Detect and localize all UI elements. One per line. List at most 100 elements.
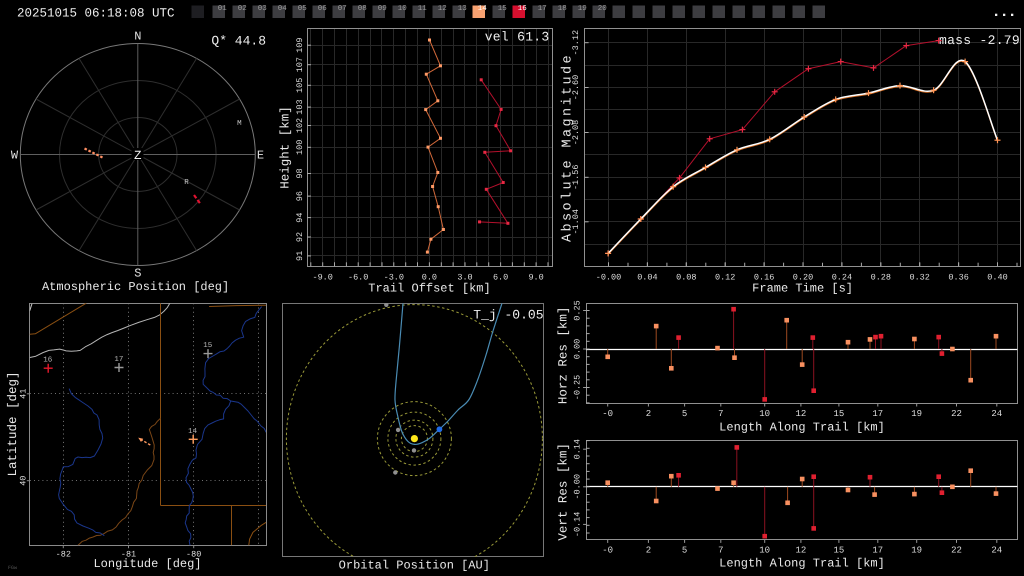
svg-text:Horz Res [km]: Horz Res [km] <box>557 307 571 405</box>
svg-text:92: 92 <box>295 232 305 242</box>
svg-text:16: 16 <box>518 4 528 13</box>
svg-text:-0: -0 <box>602 409 613 419</box>
svg-text:96: 96 <box>295 191 305 201</box>
svg-text:05: 05 <box>298 4 308 13</box>
svg-text:0.08: 0.08 <box>676 273 696 283</box>
svg-text:12: 12 <box>795 409 806 419</box>
svg-text:13: 13 <box>458 4 468 13</box>
svg-text:Longitude [deg]: Longitude [deg] <box>93 557 201 571</box>
svg-text:0.36: 0.36 <box>948 273 968 283</box>
svg-text:0.16: 0.16 <box>754 273 774 283</box>
svg-text:18: 18 <box>558 4 567 13</box>
svg-text:11: 11 <box>418 5 428 13</box>
svg-text:vel 61.3: vel 61.3 <box>485 30 550 45</box>
svg-text:Z: Z <box>134 149 142 163</box>
svg-text:-9.0: -9.0 <box>312 273 332 283</box>
svg-text:-6.0: -6.0 <box>348 273 368 283</box>
svg-text:20251015 06:18:08 UTC: 20251015 06:18:08 UTC <box>17 7 175 21</box>
svg-text:-0.00: -0.00 <box>596 273 622 283</box>
svg-text:14: 14 <box>188 428 198 436</box>
svg-text:-80: -80 <box>186 550 201 560</box>
svg-text:10: 10 <box>398 4 408 13</box>
svg-text:06: 06 <box>318 4 328 13</box>
svg-text:41: 41 <box>18 389 28 399</box>
svg-text:-3.12: -3.12 <box>571 30 581 56</box>
svg-text:22: 22 <box>951 409 962 419</box>
svg-text:0.28: 0.28 <box>871 273 891 283</box>
svg-text:15: 15 <box>203 342 213 350</box>
svg-text:109: 109 <box>295 38 305 53</box>
svg-text:Q* 44.8: Q* 44.8 <box>211 34 266 49</box>
svg-text:0.24: 0.24 <box>832 273 852 283</box>
svg-text:-0.00: -0.00 <box>573 474 583 500</box>
svg-text:17: 17 <box>872 409 883 419</box>
svg-text:15: 15 <box>498 5 508 13</box>
svg-text:09: 09 <box>378 4 387 13</box>
svg-text:T_j -0.05: T_j -0.05 <box>473 308 543 323</box>
svg-text:-2.60: -2.60 <box>571 75 581 101</box>
svg-text:16: 16 <box>43 356 53 365</box>
svg-text:Frame Time [s]: Frame Time [s] <box>752 282 853 296</box>
svg-text:14: 14 <box>478 5 488 13</box>
svg-text:N: N <box>134 30 141 44</box>
svg-text:19: 19 <box>578 4 587 13</box>
svg-text:10: 10 <box>759 545 770 555</box>
svg-text:Vert Res [km]: Vert Res [km] <box>557 443 571 541</box>
svg-text:03: 03 <box>258 4 268 13</box>
svg-text:7: 7 <box>718 545 723 555</box>
svg-text:04: 04 <box>278 4 288 13</box>
svg-text:Latitude [deg]: Latitude [deg] <box>6 371 20 476</box>
svg-text:Length Along Trail [km]: Length Along Trail [km] <box>719 557 885 571</box>
svg-text:0.14: 0.14 <box>573 439 583 459</box>
svg-text:S: S <box>134 267 141 281</box>
svg-text:7: 7 <box>718 409 723 419</box>
svg-text:100: 100 <box>295 140 305 155</box>
svg-text:94: 94 <box>295 212 305 222</box>
svg-text:15: 15 <box>833 545 844 555</box>
svg-text:9.0: 9.0 <box>528 273 543 283</box>
svg-text:10: 10 <box>759 409 770 419</box>
svg-text:-3.0: -3.0 <box>384 273 404 283</box>
svg-text:08: 08 <box>358 4 367 13</box>
svg-text:0.0: 0.0 <box>422 273 437 283</box>
svg-text:0.00: 0.00 <box>573 339 583 359</box>
svg-text:0.25: 0.25 <box>573 300 583 320</box>
svg-text:12: 12 <box>438 4 447 13</box>
svg-text:17: 17 <box>538 5 547 13</box>
svg-text:0.40: 0.40 <box>987 273 1007 283</box>
svg-text:-2.08: -2.08 <box>571 120 581 146</box>
svg-text:0.12: 0.12 <box>715 273 735 283</box>
svg-text:07: 07 <box>338 4 347 13</box>
svg-text:02: 02 <box>238 4 247 13</box>
svg-text:-1.56: -1.56 <box>571 165 581 191</box>
svg-text:17: 17 <box>872 545 883 555</box>
svg-text:Height [km]: Height [km] <box>279 106 293 189</box>
svg-text:6.0: 6.0 <box>493 273 508 283</box>
svg-text:FGw: FGw <box>8 565 17 571</box>
svg-text:20: 20 <box>598 4 608 13</box>
svg-text:24: 24 <box>991 545 1002 555</box>
svg-text:22: 22 <box>951 545 962 555</box>
svg-text:3.0: 3.0 <box>457 273 472 283</box>
svg-text:0.20: 0.20 <box>793 273 813 283</box>
svg-text:W: W <box>11 149 19 163</box>
svg-text:0.04: 0.04 <box>637 273 657 283</box>
svg-text:107: 107 <box>295 57 305 72</box>
svg-text:Orbital Position [AU]: Orbital Position [AU] <box>339 558 490 572</box>
svg-text:2: 2 <box>646 545 651 555</box>
svg-text:mass -2.79: mass -2.79 <box>939 33 1020 48</box>
svg-text:01: 01 <box>218 4 228 13</box>
svg-text:0.32: 0.32 <box>909 273 929 283</box>
svg-text:Atmospheric Position [deg]: Atmospheric Position [deg] <box>42 280 229 294</box>
svg-text:R: R <box>184 179 189 187</box>
svg-text:19: 19 <box>911 409 922 419</box>
svg-text:-82: -82 <box>56 550 71 560</box>
svg-text:-0.25: -0.25 <box>573 375 583 401</box>
svg-text:Trail Offset [km]: Trail Offset [km] <box>368 282 490 296</box>
svg-text:-81: -81 <box>121 550 136 560</box>
svg-text:12: 12 <box>795 545 806 555</box>
svg-text:40: 40 <box>18 476 28 486</box>
svg-text:-0: -0 <box>602 545 613 555</box>
svg-text:2: 2 <box>646 409 651 419</box>
svg-text:17: 17 <box>114 356 123 364</box>
